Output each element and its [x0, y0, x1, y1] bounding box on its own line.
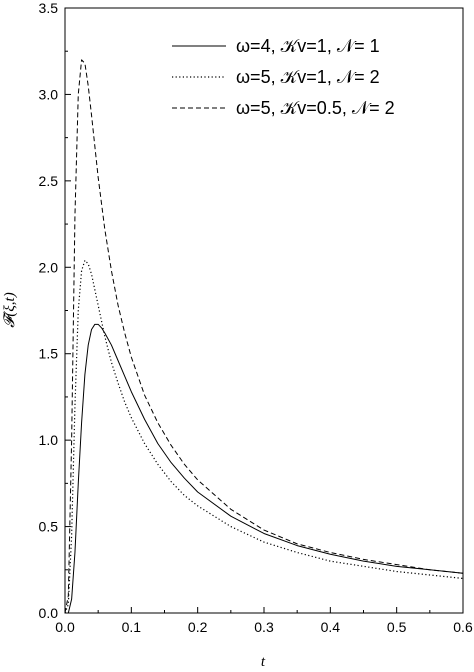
y-tick-label: 2.5	[39, 173, 59, 189]
x-axis-label: t	[261, 654, 266, 670]
y-tick-label: 3.5	[39, 0, 59, 16]
series-layer	[64, 59, 464, 614]
y-tick-label: 2.0	[39, 259, 59, 275]
x-tick-label: 0.4	[321, 619, 341, 635]
y-tick-label: 3.0	[39, 86, 59, 102]
x-tick-label: 0.6	[453, 619, 473, 635]
legend-label-2: ω=5, 𝒦v=1, 𝒩= 2	[236, 67, 380, 87]
y-tick-label: 1.0	[39, 432, 59, 448]
x-tick-label: 0.3	[254, 619, 274, 635]
y-tick-label: 0.0	[39, 605, 59, 621]
x-axis-ticks: 0.0 0.1 0.2 0.3 0.4 0.5 0.6	[55, 607, 473, 635]
legend-label-3: ω=5, 𝒦v=0.5, 𝒩= 2	[236, 98, 395, 118]
series-line-dashed	[64, 59, 464, 614]
legend: ω=4, 𝒦v=1, 𝒩= 1 ω=5, 𝒦v=1, 𝒩= 2 ω=5, 𝒦v=…	[172, 36, 395, 118]
x-tick-label: 0.5	[387, 619, 407, 635]
series-line-dotted	[64, 259, 464, 614]
y-tick-label: 1.5	[39, 346, 59, 362]
y-tick-label: 0.5	[39, 519, 59, 535]
y-axis-ticks: 0.0 0.5 1.0 1.5 2.0 2.5 3.0 3.5	[39, 0, 71, 621]
x-tick-label: 0.2	[188, 619, 208, 635]
legend-label-1: ω=4, 𝒦v=1, 𝒩= 1	[236, 36, 380, 56]
y-axis-label: 𝓕(ξ,t)	[2, 292, 18, 327]
x-tick-label: 0.1	[122, 619, 142, 635]
series-line-solid	[65, 323, 464, 614]
x-tick-label: 0.0	[55, 619, 75, 635]
